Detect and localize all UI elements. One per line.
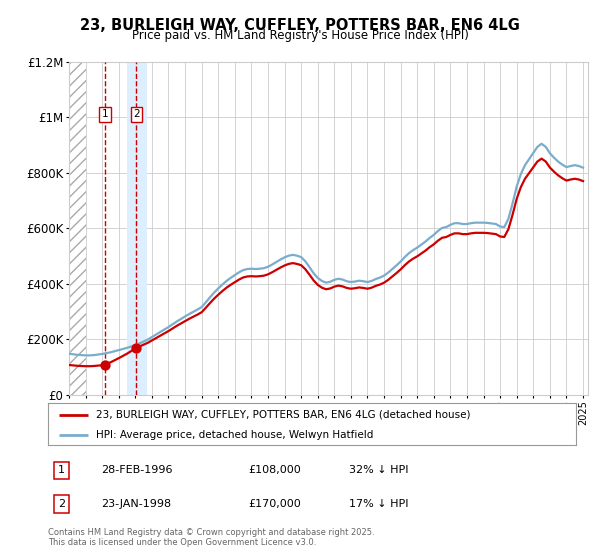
Point — [100, 360, 110, 369]
Text: 2: 2 — [58, 499, 65, 509]
Bar — [69, 62, 86, 395]
Text: HPI: Average price, detached house, Welwyn Hatfield: HPI: Average price, detached house, Welw… — [95, 430, 373, 440]
Text: £108,000: £108,000 — [248, 465, 301, 475]
Text: Price paid vs. HM Land Registry's House Price Index (HPI): Price paid vs. HM Land Registry's House … — [131, 29, 469, 42]
Text: 1: 1 — [58, 465, 65, 475]
Text: 23, BURLEIGH WAY, CUFFLEY, POTTERS BAR, EN6 4LG: 23, BURLEIGH WAY, CUFFLEY, POTTERS BAR, … — [80, 18, 520, 33]
Text: 1: 1 — [101, 109, 108, 119]
Point — [131, 343, 141, 352]
Bar — [127, 62, 147, 395]
Text: 28-FEB-1996: 28-FEB-1996 — [101, 465, 172, 475]
Text: 17% ↓ HPI: 17% ↓ HPI — [349, 499, 409, 509]
Text: 32% ↓ HPI: 32% ↓ HPI — [349, 465, 409, 475]
Text: £170,000: £170,000 — [248, 499, 301, 509]
Text: 2: 2 — [133, 109, 140, 119]
Text: 23, BURLEIGH WAY, CUFFLEY, POTTERS BAR, EN6 4LG (detached house): 23, BURLEIGH WAY, CUFFLEY, POTTERS BAR, … — [95, 410, 470, 420]
Text: Contains HM Land Registry data © Crown copyright and database right 2025.
This d: Contains HM Land Registry data © Crown c… — [48, 528, 374, 547]
Text: 23-JAN-1998: 23-JAN-1998 — [101, 499, 171, 509]
